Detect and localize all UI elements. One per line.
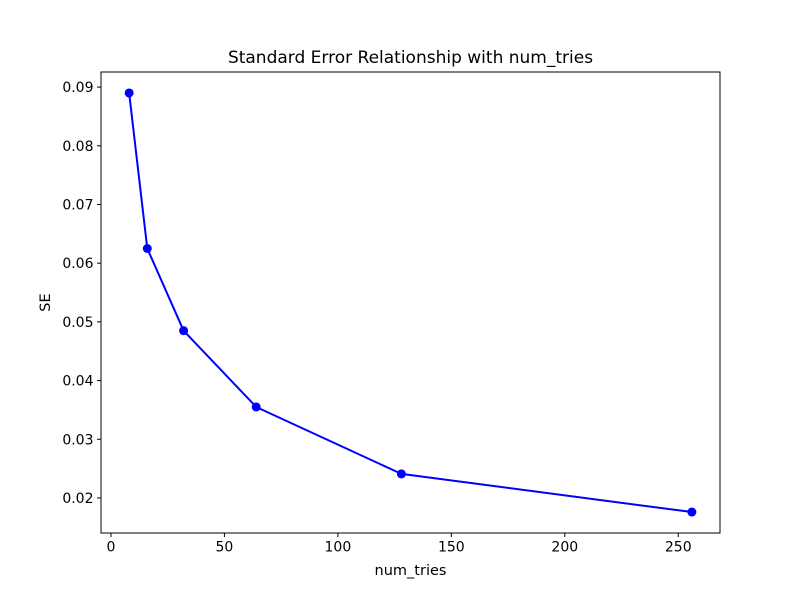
axis-ticks: 0 50 100 150 200 250 0.02 0.03 0.04 0.05 0.06 0.07 0…	[62, 80, 691, 555]
chart-title: Standard Error Relationship with num_tri…	[228, 48, 593, 68]
x-tick-label: 50	[216, 540, 234, 556]
y-tick-label: 0.04	[62, 374, 93, 390]
data-point	[687, 507, 697, 517]
y-tick-label: 0.02	[62, 491, 93, 507]
data-point	[179, 326, 189, 336]
data-point	[124, 88, 134, 98]
data-series	[124, 88, 697, 517]
data-point	[251, 402, 261, 412]
y-axis-label: SE	[38, 293, 54, 311]
plot-area	[100, 71, 721, 534]
y-tick-label: 0.05	[62, 315, 93, 331]
y-tick-label: 0.09	[62, 80, 93, 96]
y-tick-label: 0.03	[62, 432, 93, 448]
y-tick-label: 0.06	[62, 256, 93, 272]
data-line	[128, 91, 693, 514]
x-tick-label: 200	[551, 540, 578, 556]
x-tick-label: 250	[665, 540, 692, 556]
data-point	[142, 243, 152, 253]
x-axis-label: num_tries	[375, 563, 447, 579]
x-tick-label: 150	[438, 540, 465, 556]
y-tick-label: 0.08	[62, 139, 93, 155]
y-tick-label: 0.07	[62, 197, 93, 213]
data-point	[396, 469, 406, 479]
x-tick-label: 100	[325, 540, 352, 556]
x-tick-label: 0	[107, 540, 116, 556]
